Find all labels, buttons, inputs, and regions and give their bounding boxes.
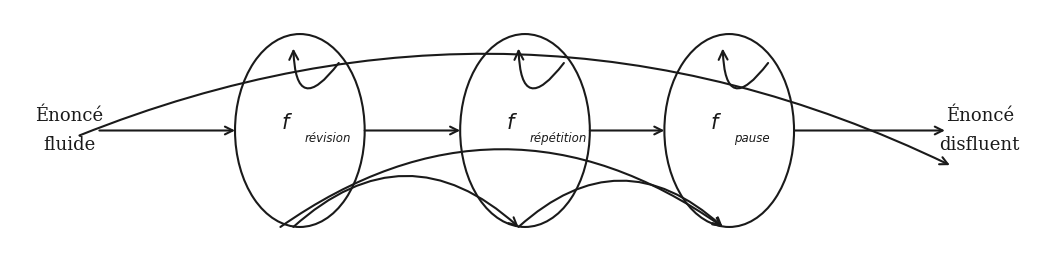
Text: pause: pause	[734, 132, 770, 145]
Text: $f$: $f$	[506, 112, 518, 133]
Text: $f$: $f$	[710, 112, 722, 133]
Text: révision: révision	[304, 132, 352, 145]
Text: $f$: $f$	[281, 112, 293, 133]
Text: Énoncé: Énoncé	[946, 107, 1014, 125]
Text: fluide: fluide	[43, 136, 96, 154]
Text: disfluent: disfluent	[940, 136, 1020, 154]
Text: répétition: répétition	[530, 132, 587, 145]
Text: Énoncé: Énoncé	[36, 107, 104, 125]
